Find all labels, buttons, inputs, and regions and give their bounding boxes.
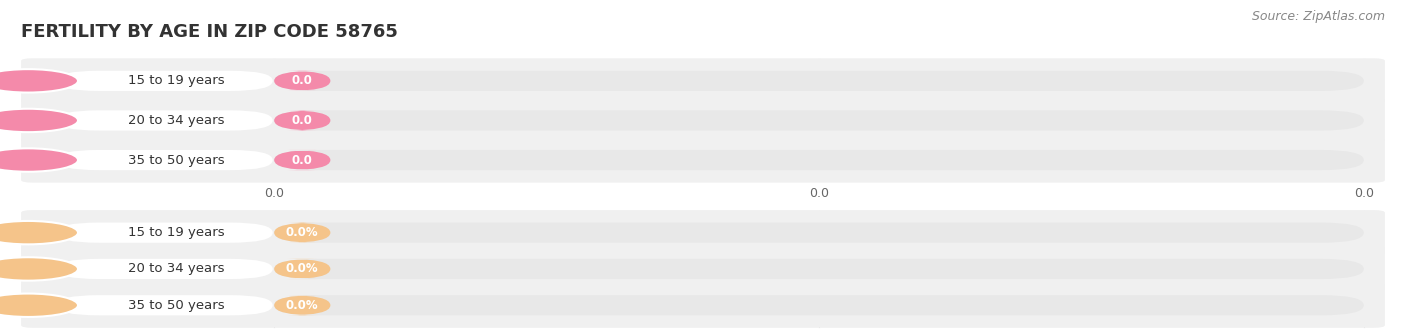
FancyBboxPatch shape (274, 150, 330, 170)
Text: 15 to 19 years: 15 to 19 years (128, 74, 225, 87)
Circle shape (0, 221, 77, 244)
FancyBboxPatch shape (274, 259, 330, 279)
Text: 0.0: 0.0 (292, 114, 312, 127)
Text: 0.0%: 0.0% (285, 262, 319, 276)
FancyBboxPatch shape (56, 295, 273, 315)
FancyBboxPatch shape (274, 71, 330, 91)
FancyBboxPatch shape (56, 259, 273, 279)
Text: 0.0: 0.0 (292, 153, 312, 167)
Text: 0.0%: 0.0% (285, 299, 319, 312)
Text: Source: ZipAtlas.com: Source: ZipAtlas.com (1251, 10, 1385, 23)
FancyBboxPatch shape (21, 210, 1385, 255)
FancyBboxPatch shape (274, 110, 330, 131)
FancyBboxPatch shape (21, 98, 1385, 143)
Circle shape (0, 109, 77, 132)
FancyBboxPatch shape (274, 222, 1364, 243)
Circle shape (0, 148, 77, 172)
FancyBboxPatch shape (274, 222, 330, 243)
Text: 0.0: 0.0 (1354, 187, 1374, 200)
FancyBboxPatch shape (56, 110, 273, 131)
Text: FERTILITY BY AGE IN ZIP CODE 58765: FERTILITY BY AGE IN ZIP CODE 58765 (21, 23, 398, 41)
Text: 0.0: 0.0 (292, 74, 312, 87)
FancyBboxPatch shape (21, 58, 1385, 103)
Text: 0.0: 0.0 (808, 187, 830, 200)
FancyBboxPatch shape (56, 150, 273, 170)
FancyBboxPatch shape (274, 71, 1364, 91)
Text: 35 to 50 years: 35 to 50 years (128, 299, 225, 312)
FancyBboxPatch shape (56, 222, 273, 243)
Circle shape (0, 257, 77, 280)
Text: 20 to 34 years: 20 to 34 years (128, 114, 225, 127)
Text: 0.0: 0.0 (264, 187, 284, 200)
Text: 20 to 34 years: 20 to 34 years (128, 262, 225, 276)
Text: 0.0%: 0.0% (285, 226, 319, 239)
FancyBboxPatch shape (274, 259, 1364, 279)
Circle shape (0, 69, 77, 92)
FancyBboxPatch shape (56, 71, 273, 91)
FancyBboxPatch shape (21, 247, 1385, 291)
FancyBboxPatch shape (21, 283, 1385, 328)
FancyBboxPatch shape (274, 295, 330, 315)
Text: 15 to 19 years: 15 to 19 years (128, 226, 225, 239)
FancyBboxPatch shape (274, 110, 1364, 131)
Text: 35 to 50 years: 35 to 50 years (128, 153, 225, 167)
FancyBboxPatch shape (274, 295, 1364, 315)
FancyBboxPatch shape (274, 150, 1364, 170)
Circle shape (0, 294, 77, 317)
FancyBboxPatch shape (21, 138, 1385, 182)
